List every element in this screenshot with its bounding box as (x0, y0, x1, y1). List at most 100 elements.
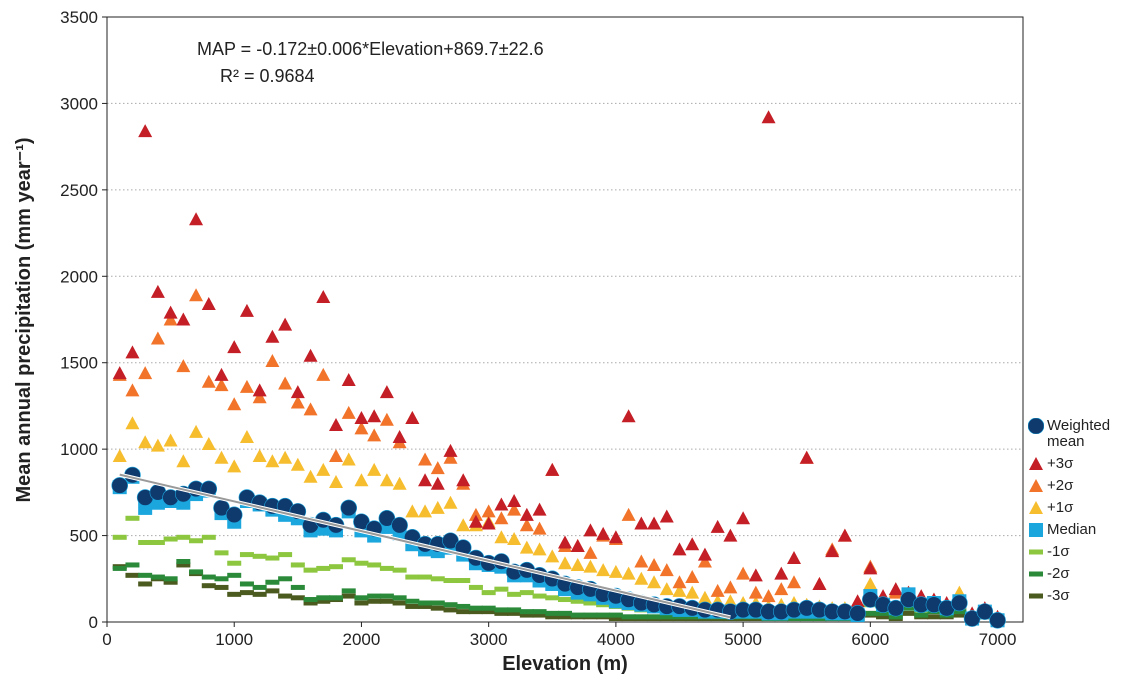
point (430, 461, 445, 475)
point (507, 591, 522, 597)
point (201, 296, 216, 310)
point (507, 494, 522, 507)
point (723, 594, 738, 608)
point (952, 612, 967, 618)
point (150, 438, 165, 452)
point (354, 600, 369, 606)
point (481, 605, 496, 611)
legend-item: Weighted mean (1028, 418, 1138, 450)
point (405, 504, 420, 518)
point (647, 516, 662, 530)
point (825, 544, 840, 558)
y-tick-label: 1000 (60, 440, 98, 459)
point (239, 590, 254, 596)
point (647, 614, 662, 620)
point (481, 609, 496, 615)
point (532, 612, 547, 618)
point (341, 588, 356, 594)
point (621, 409, 636, 423)
y-axis-label: Mean annual precipitation (mm year⁻¹) (13, 137, 35, 502)
point (329, 474, 343, 488)
trend-line (119, 473, 731, 619)
point (697, 547, 712, 561)
point (468, 584, 483, 590)
point (392, 476, 407, 490)
legend-label: Median (1047, 521, 1097, 538)
point (278, 552, 293, 558)
point (519, 612, 534, 618)
point (659, 509, 674, 523)
plot-frame (106, 16, 1024, 623)
point (341, 593, 356, 599)
point (430, 605, 445, 611)
point (138, 539, 153, 545)
point (379, 565, 394, 571)
point (125, 416, 140, 430)
x-tick-label: 7000 (979, 630, 1017, 649)
point (634, 554, 649, 568)
point (787, 575, 801, 589)
legend-icon (1029, 549, 1043, 555)
point (583, 545, 598, 559)
point (507, 532, 522, 546)
point (379, 598, 394, 604)
point (176, 359, 191, 373)
point (125, 383, 140, 397)
point (761, 589, 776, 603)
point (341, 452, 356, 466)
point (354, 473, 369, 487)
point (748, 568, 763, 582)
point (303, 597, 318, 603)
legend-icon (1029, 571, 1043, 577)
point (558, 610, 572, 616)
point (367, 462, 382, 476)
point (888, 582, 903, 596)
point (150, 331, 165, 345)
point (710, 519, 725, 533)
point (456, 603, 471, 609)
point (150, 284, 165, 298)
point (214, 378, 229, 392)
legend-swatch (1029, 457, 1043, 470)
legend-item: -1σ (1028, 544, 1138, 560)
legend-swatch (1029, 523, 1043, 537)
point (316, 565, 331, 571)
legend-label: +1σ (1047, 499, 1074, 516)
point (214, 576, 229, 582)
point (545, 595, 560, 601)
point (303, 600, 318, 606)
point (697, 554, 712, 568)
point (418, 603, 433, 609)
point (239, 581, 254, 587)
legend-swatch (1029, 571, 1043, 577)
point (225, 506, 243, 524)
point (316, 462, 331, 476)
point (239, 430, 254, 444)
point (519, 609, 534, 615)
legend-icon (1029, 593, 1043, 599)
point (303, 348, 318, 362)
point (278, 450, 293, 464)
legend-item: -3σ (1028, 588, 1138, 604)
point (201, 374, 216, 388)
point (214, 367, 229, 381)
legend-item: Median (1028, 522, 1138, 538)
point (405, 574, 420, 580)
point (290, 385, 305, 399)
point (596, 526, 611, 540)
legend-item: +3σ (1028, 456, 1138, 472)
point (634, 614, 649, 620)
point (456, 473, 471, 487)
point (354, 560, 369, 566)
point (176, 562, 191, 568)
point (367, 598, 382, 604)
point (545, 549, 560, 563)
point (418, 452, 433, 466)
legend-label: +2σ (1047, 477, 1074, 494)
point (532, 521, 547, 535)
legend-icon (1029, 523, 1043, 537)
point (443, 443, 458, 457)
point (316, 290, 331, 304)
point (710, 583, 725, 597)
legend-label: -2σ (1047, 565, 1070, 582)
